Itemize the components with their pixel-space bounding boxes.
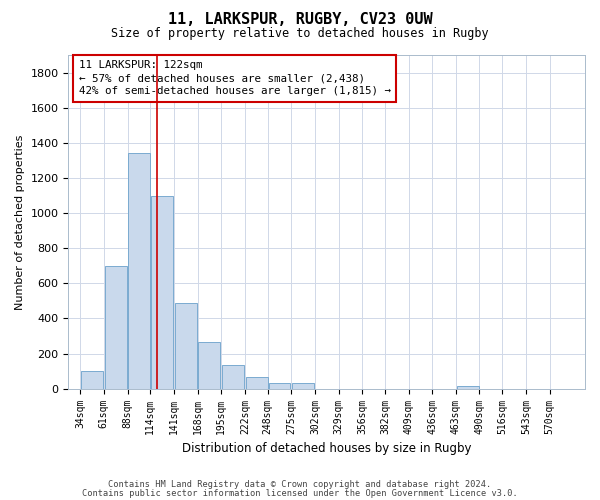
Text: 11 LARKSPUR: 122sqm
← 57% of detached houses are smaller (2,438)
42% of semi-det: 11 LARKSPUR: 122sqm ← 57% of detached ho… <box>79 60 391 96</box>
Bar <box>105 266 127 388</box>
X-axis label: Distribution of detached houses by size in Rugby: Distribution of detached houses by size … <box>182 442 472 455</box>
Bar <box>128 154 150 388</box>
Text: Size of property relative to detached houses in Rugby: Size of property relative to detached ho… <box>111 28 489 40</box>
Bar <box>199 342 220 388</box>
Bar <box>457 386 479 388</box>
Bar <box>175 302 197 388</box>
Text: 11, LARKSPUR, RUGBY, CV23 0UW: 11, LARKSPUR, RUGBY, CV23 0UW <box>167 12 433 28</box>
Text: Contains public sector information licensed under the Open Government Licence v3: Contains public sector information licen… <box>82 488 518 498</box>
Bar <box>292 384 314 388</box>
Y-axis label: Number of detached properties: Number of detached properties <box>15 134 25 310</box>
Bar <box>222 365 244 388</box>
Bar <box>81 371 103 388</box>
Bar <box>151 196 173 388</box>
Bar <box>246 378 268 388</box>
Bar <box>269 384 290 388</box>
Text: Contains HM Land Registry data © Crown copyright and database right 2024.: Contains HM Land Registry data © Crown c… <box>109 480 491 489</box>
